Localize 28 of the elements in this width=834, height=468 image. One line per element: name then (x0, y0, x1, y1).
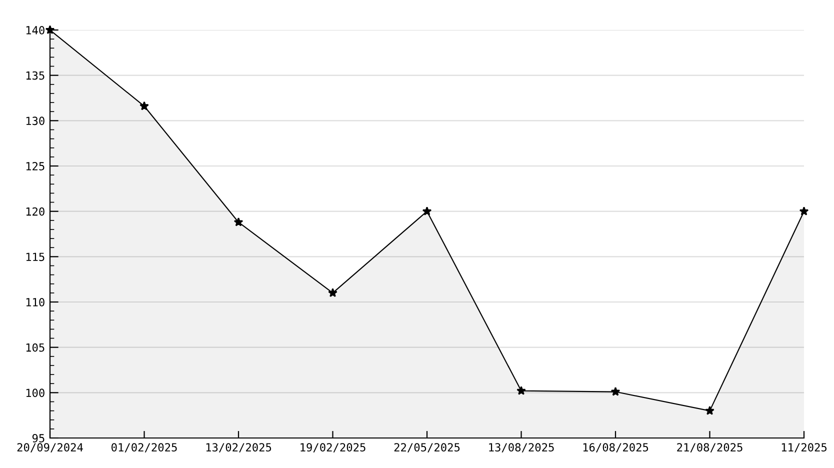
point (45, 25, 55, 34)
point (705, 406, 714, 415)
y-tick-label: 120 (26, 207, 44, 216)
point (422, 206, 432, 216)
point (610, 386, 620, 396)
point (234, 217, 244, 226)
y-tick-label: 140 (26, 26, 44, 34)
y-tick-label: 115 (26, 252, 44, 262)
x-tick-label: 21/08/2025 (677, 443, 742, 452)
y-tick-label: 105 (26, 343, 44, 352)
point (328, 288, 338, 297)
y-tick-label: 100 (26, 388, 44, 398)
point (516, 386, 526, 395)
x-tick-label: 13/02/2025 (206, 443, 272, 452)
y-tick-label: 95 (32, 434, 44, 442)
y-tick-label: 125 (26, 162, 44, 170)
x-tick-label: 19/02/2025 (300, 443, 366, 452)
y-tick-label: 135 (26, 71, 44, 80)
y-tick-label: 110 (26, 298, 44, 306)
point (799, 206, 809, 216)
point (140, 101, 149, 110)
x-tick-label: 16/08/2025 (583, 443, 648, 452)
x-tick-label: 20/09/2024 (17, 443, 83, 452)
y-tick-label: 130 (26, 116, 44, 126)
x-tick-label: 01/02/2025 (112, 443, 177, 452)
x-tick-label: 22/05/2025 (394, 443, 460, 452)
x-tick-label: 13/08/2025 (489, 443, 554, 452)
x-tick-label: 11/2025 (782, 443, 827, 452)
